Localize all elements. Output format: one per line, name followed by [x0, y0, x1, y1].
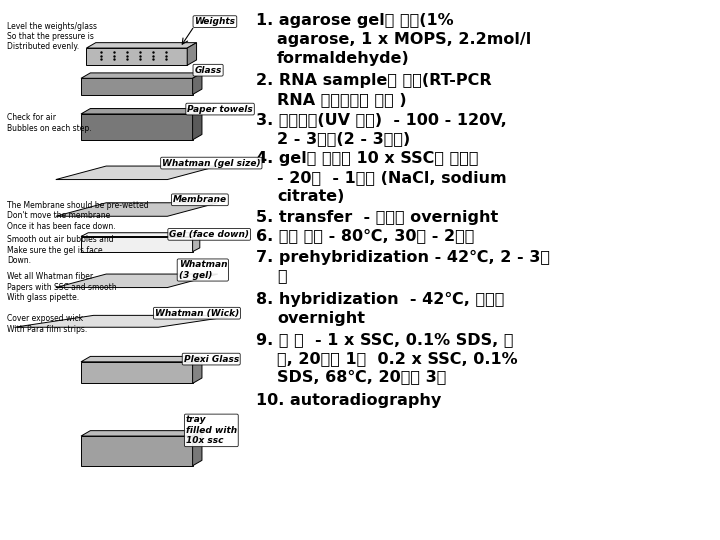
Text: Gel (face down): Gel (face down)	[169, 230, 249, 239]
Text: Level the weights/glass
So that the pressure is
Distributed evenly.: Level the weights/glass So that the pres…	[7, 22, 97, 51]
Polygon shape	[86, 43, 197, 48]
Polygon shape	[56, 203, 217, 216]
Text: Cover exposed wick
With Para film strips.: Cover exposed wick With Para film strips…	[7, 314, 87, 334]
Polygon shape	[81, 114, 193, 140]
Polygon shape	[14, 315, 238, 327]
Text: agarose, 1 x MOPS, 2.2mol/l: agarose, 1 x MOPS, 2.2mol/l	[277, 32, 531, 48]
Text: SDS, 68℃, 20분간 3회: SDS, 68℃, 20분간 3회	[277, 370, 446, 385]
Text: 2. RNA sample의 조제(RT-PCR: 2. RNA sample의 조제(RT-PCR	[256, 73, 491, 88]
Polygon shape	[193, 233, 200, 252]
Text: 3. 전기영동(UV 조사)  - 100 - 120V,: 3. 전기영동(UV 조사) - 100 - 120V,	[256, 112, 506, 127]
Polygon shape	[81, 356, 202, 362]
Text: 간: 간	[277, 268, 287, 284]
Text: 4. gel을 꺼내고 10 x SSC에 담근다: 4. gel을 꺼내고 10 x SSC에 담근다	[256, 151, 478, 166]
Polygon shape	[81, 237, 193, 252]
Text: tray
filled with
10x ssc: tray filled with 10x ssc	[186, 415, 237, 445]
Text: - 20분  - 1시간 (NaCl, sodium: - 20분 - 1시간 (NaCl, sodium	[277, 170, 507, 185]
Text: 2 - 3시간(2 - 3분간): 2 - 3시간(2 - 3분간)	[277, 131, 410, 146]
Text: Paper towels: Paper towels	[187, 105, 253, 113]
Polygon shape	[193, 431, 202, 465]
Text: Smooth out air bubbles and
Make sure the gel is face
Down.: Smooth out air bubbles and Make sure the…	[7, 235, 114, 265]
Polygon shape	[193, 356, 202, 383]
Polygon shape	[81, 78, 193, 94]
Text: citrate): citrate)	[277, 189, 345, 204]
Text: 7. prehybridization - 42℃, 2 - 3시: 7. prehybridization - 42℃, 2 - 3시	[256, 249, 549, 265]
Polygon shape	[81, 436, 193, 465]
Text: Whatman (gel size): Whatman (gel size)	[162, 159, 261, 167]
Text: RNA 준비과정과 동일 ): RNA 준비과정과 동일 )	[277, 92, 407, 107]
Polygon shape	[187, 43, 197, 65]
Text: 온, 20분간 1회  0.2 x SSC, 0.1%: 온, 20분간 1회 0.2 x SSC, 0.1%	[277, 351, 518, 366]
Text: Plexi Glass: Plexi Glass	[184, 355, 239, 363]
Text: Glass: Glass	[194, 66, 222, 75]
Text: Wet all Whatman fiber
Papers with SSC and smooth
With glass pipette.: Wet all Whatman fiber Papers with SSC an…	[7, 272, 117, 302]
Text: Whatman
(3 gel): Whatman (3 gel)	[179, 260, 227, 280]
Text: Check for air
Bubbles on each step.: Check for air Bubbles on each step.	[7, 113, 92, 133]
Polygon shape	[193, 109, 202, 140]
Text: Weights: Weights	[194, 17, 235, 26]
Polygon shape	[86, 48, 187, 65]
Polygon shape	[193, 73, 202, 94]
Polygon shape	[81, 431, 202, 436]
Text: 10. autoradiography: 10. autoradiography	[256, 393, 441, 408]
Polygon shape	[56, 166, 217, 179]
Polygon shape	[81, 233, 200, 237]
Text: The Membrane should be pre-wetted
Don't move the membrane
Once it has been face : The Membrane should be pre-wetted Don't …	[7, 201, 149, 231]
Text: 5. transfer  - 하릇밤 overnight: 5. transfer - 하릇밤 overnight	[256, 210, 498, 225]
Polygon shape	[81, 362, 193, 383]
Text: formaldehyde): formaldehyde)	[277, 51, 410, 66]
Text: 8. hybridization  - 42℃, 하릇밤: 8. hybridization - 42℃, 하릇밤	[256, 292, 504, 307]
Polygon shape	[56, 274, 217, 287]
Text: Whatman (Wick): Whatman (Wick)	[155, 309, 239, 318]
Polygon shape	[81, 109, 202, 114]
Text: 9. 세 정  - 1 x SSC, 0.1% SDS, 실: 9. 세 정 - 1 x SSC, 0.1% SDS, 실	[256, 332, 513, 347]
Text: 1. agarose gel의 제작(1%: 1. agarose gel의 제작(1%	[256, 14, 453, 29]
Text: 6. 건열 심리 - 80℃, 30분 - 2시간: 6. 건열 심리 - 80℃, 30분 - 2시간	[256, 230, 474, 245]
Polygon shape	[81, 73, 202, 78]
Text: overnight: overnight	[277, 310, 365, 326]
Text: Membrane: Membrane	[173, 195, 227, 204]
